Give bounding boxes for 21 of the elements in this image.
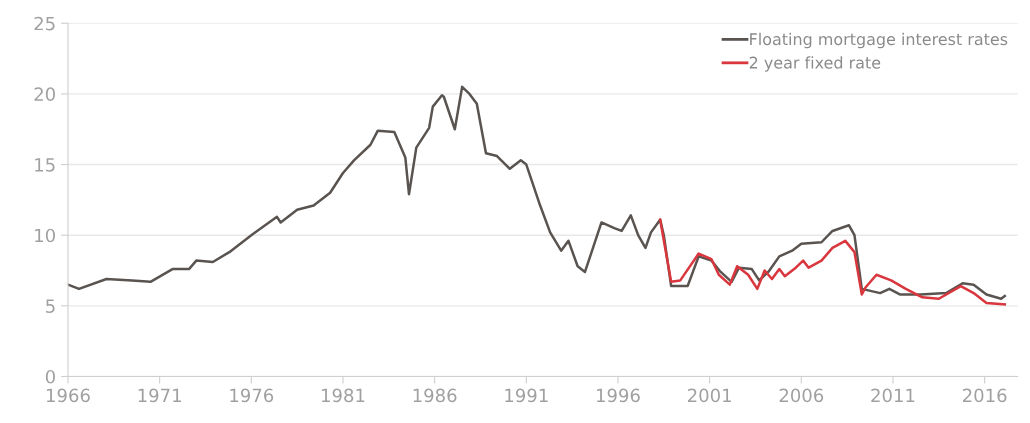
y-tick-label: 5 <box>46 299 55 313</box>
legend-label: 2 year fixed rate <box>749 56 881 72</box>
x-tick-label: 1981 <box>321 388 365 403</box>
line-series <box>658 218 1007 306</box>
y-tick-label: 0 <box>45 369 55 384</box>
legend-label: Floating mortgage interest rates <box>750 32 1008 49</box>
x-tick-label: 2006 <box>779 388 824 403</box>
x-tick-label: 1996 <box>596 388 640 403</box>
x-tick-label: 2016 <box>962 388 1007 403</box>
x-tick-label: 2001 <box>687 388 731 403</box>
y-tick-label: 15 <box>35 158 55 172</box>
x-tick-label: 1986 <box>413 388 457 403</box>
x-tick-label: 1991 <box>505 388 548 403</box>
x-tick-label: 1971 <box>138 388 181 403</box>
x-tick-label: 2011 <box>871 388 915 403</box>
x-tick-label: 1976 <box>230 388 274 403</box>
x-tick-label: 1966 <box>46 388 90 403</box>
line-series <box>67 85 1007 301</box>
y-tick-label: 25 <box>34 16 55 31</box>
y-tick-label: 20 <box>34 87 55 102</box>
y-tick-label: 10 <box>35 228 55 243</box>
